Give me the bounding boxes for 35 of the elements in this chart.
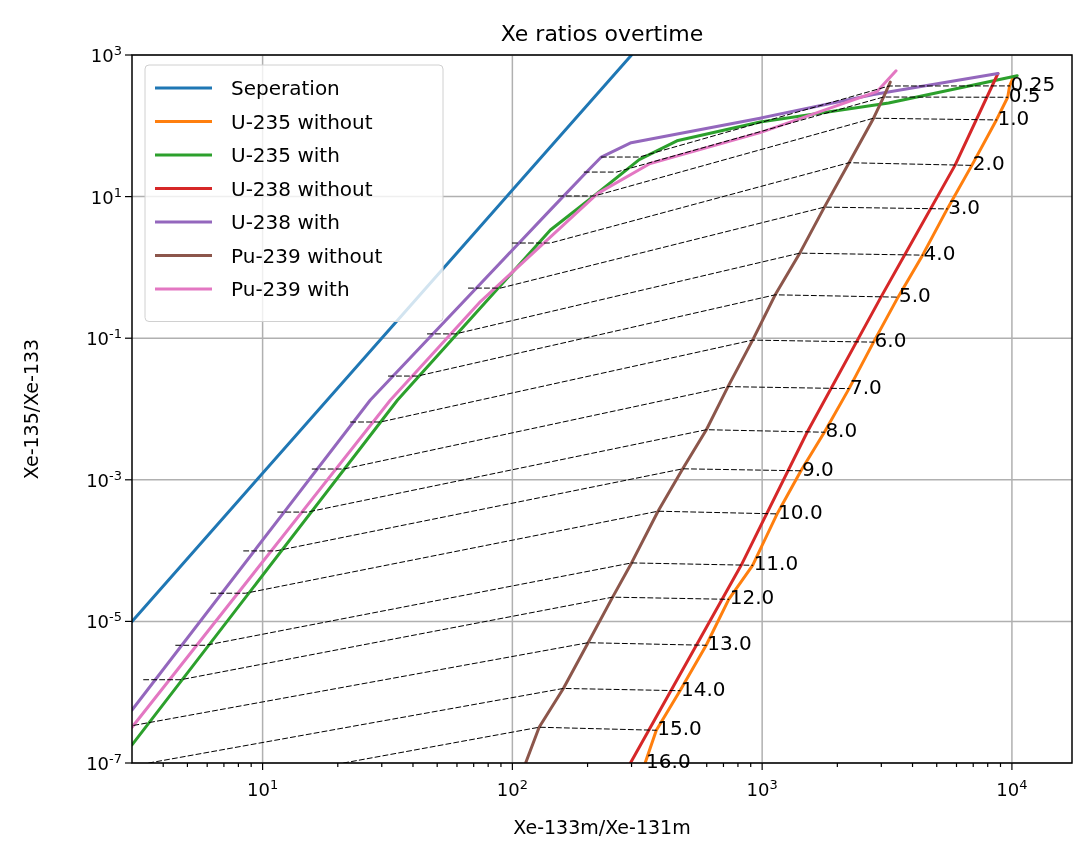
- annotation: 2.0: [972, 151, 1005, 176]
- x-tick-label: 10$^{2}$: [496, 776, 528, 800]
- x-axis-title: Xe-133m/Xe-131m: [513, 816, 691, 838]
- annotation: 15.0: [657, 716, 702, 741]
- x-tick-label: 10$^{3}$: [746, 776, 778, 800]
- annotation: 4.0: [923, 241, 956, 266]
- y-tick-label: 10$^{-5}$: [86, 608, 122, 633]
- y-tick-label: 10$^{-3}$: [86, 467, 122, 491]
- annotation: 3.0: [948, 194, 981, 219]
- annotation: 11.0: [753, 551, 799, 576]
- annotation: 6.0: [874, 328, 907, 353]
- legend-label: Pu-239 with: [231, 277, 350, 301]
- annotation: 9.0: [801, 456, 834, 481]
- legend-label: Seperation: [231, 76, 340, 100]
- legend-label: U-238 with: [231, 210, 340, 234]
- annotation: 12.0: [729, 585, 775, 610]
- chart-title: Xe ratios overtime: [500, 21, 704, 46]
- x-tick-label: 10$^{4}$: [996, 776, 1028, 800]
- annotation: 7.0: [850, 374, 882, 399]
- legend-label: U-235 without: [231, 109, 373, 134]
- annotation: 8.0: [825, 418, 858, 443]
- legend-label: Pu-239 without: [231, 243, 383, 268]
- annotation: 13.0: [707, 631, 752, 656]
- legend-label: U-235 with: [231, 143, 340, 167]
- y-tick-label: 10$^{-1}$: [86, 325, 122, 350]
- y-axis-title: Xe-135/Xe-133: [20, 338, 42, 480]
- annotation: 10.0: [778, 499, 823, 524]
- y-tick-label: 10$^{-7}$: [86, 750, 122, 774]
- annotation: 5.0: [899, 283, 931, 308]
- y-tick-label: 10$^{3}$: [90, 42, 122, 66]
- x-tick-label: 10$^{1}$: [247, 776, 279, 800]
- y-tick-label: 10$^{1}$: [90, 184, 122, 208]
- legend-label: U-238 without: [231, 176, 373, 201]
- annotation: 14.0: [681, 676, 726, 701]
- annotation: 1.0: [997, 105, 1030, 130]
